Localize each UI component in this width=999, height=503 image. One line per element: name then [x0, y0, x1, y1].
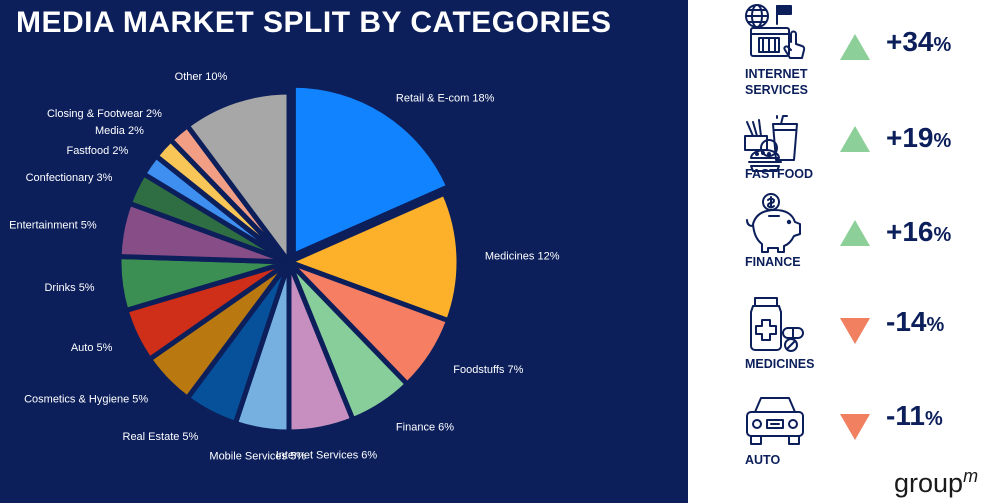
- pie-slice: [290, 82, 452, 258]
- pie-slice: [184, 89, 292, 265]
- category-growth-panel: INTERNET SERVICES +34%: [688, 0, 999, 503]
- slice-label: Closing & Footwear 2%: [47, 108, 162, 120]
- slice-label: Drinks 5%: [44, 282, 94, 294]
- slice-label: Media 2%: [95, 125, 144, 137]
- arrow-up-icon: [840, 34, 870, 65]
- chart-title: MEDIA MARKET SPLIT BY CATEGORIES: [16, 6, 612, 39]
- piggy-bank-icon: [743, 192, 807, 254]
- internet-services-icon: [743, 2, 807, 64]
- category-finance: FINANCE +16%: [688, 193, 999, 296]
- change-value: -14%: [886, 306, 945, 337]
- category-internet-services: INTERNET SERVICES +34%: [688, 0, 999, 100]
- chart-panel: MEDIA MARKET SPLIT BY CATEGORIES Retail …: [0, 0, 688, 503]
- slice-label: Retail & E-com 18%: [396, 93, 495, 105]
- arrow-up-icon: [840, 126, 870, 157]
- category-label: INTERNET SERVICES: [745, 67, 808, 97]
- category-label: FINANCE: [745, 255, 801, 269]
- category-label: AUTO: [745, 453, 781, 467]
- slice-label: Entertainment 5%: [9, 220, 97, 232]
- category-label: MEDICINES: [745, 357, 815, 371]
- slice-label: Fastfood 2%: [66, 145, 128, 157]
- car-icon: [743, 392, 807, 454]
- category-medicines: MEDICINES -14%: [688, 296, 999, 396]
- slice-label: Other 10%: [175, 71, 228, 83]
- change-value: +19%: [886, 122, 952, 153]
- medicines-icon: [743, 294, 807, 356]
- slice-label: Confectionary 3%: [26, 172, 113, 184]
- slice-label: Real Estate 5%: [123, 431, 199, 443]
- category-label: FASTFOOD: [745, 167, 814, 181]
- slice-label: Internet Services 6%: [276, 449, 378, 461]
- pie-slice: [286, 190, 462, 324]
- category-auto: AUTO -11%: [688, 392, 999, 492]
- arrow-down-icon: [840, 414, 870, 445]
- groupm-logo: groupm: [894, 466, 979, 498]
- change-value: +34%: [886, 26, 952, 57]
- slice-label: Finance 6%: [396, 421, 454, 433]
- pie-chart: Retail & E-com 18% Medicines 12% Foodstuff…: [9, 71, 560, 463]
- category-fastfood: FASTFOOD +19%: [688, 112, 999, 212]
- slice-label: Foodstuffs 7%: [453, 364, 523, 376]
- change-value: -11%: [886, 400, 943, 431]
- change-value: +16%: [886, 216, 952, 247]
- slice-label: Mobile Services 5%: [209, 450, 306, 462]
- slice-label: Cosmetics & Hygiene 5%: [24, 393, 148, 405]
- arrow-down-icon: [840, 318, 870, 349]
- slice-label: Auto 5%: [71, 342, 113, 354]
- fastfood-icon: [743, 114, 807, 176]
- slice-label: Medicines 12%: [485, 251, 560, 263]
- arrow-up-icon: [840, 220, 870, 251]
